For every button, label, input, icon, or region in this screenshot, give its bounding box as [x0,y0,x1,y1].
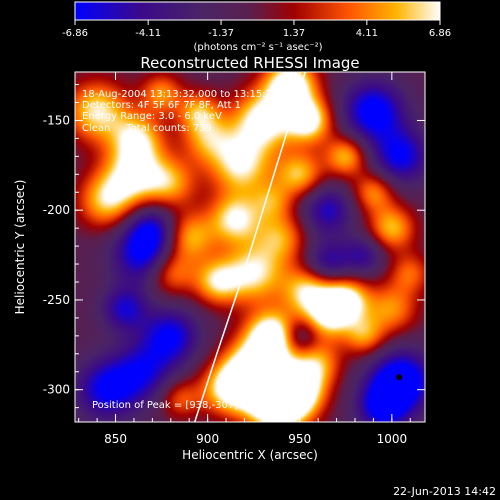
y-axis-label: Heliocentric Y (arcsec) [13,180,27,315]
colorbar-ticks: -6.86 -4.11 -1.37 1.37 4.11 6.86 [62,20,451,39]
annotation-energy: Energy Range: 3.0 - 6.0 keV [82,111,222,122]
colorbar-tick-label: 6.86 [429,28,451,39]
colorbar-tick-label: -4.11 [135,28,161,39]
peak-marker [396,374,403,381]
heatmap-image [75,72,425,422]
y-tick-label: -250 [43,293,70,307]
x-tick-label: 900 [196,432,219,446]
annotation-detectors: Detectors: 4F 5F 6F 7F 8F, Att 1 [82,100,241,111]
annotation-clean: Clean Total counts: 739. [82,123,215,134]
x-axis-label: Heliocentric X (arcsec) [182,448,318,462]
x-tick-label: 850 [104,432,127,446]
chart-title: Reconstructed RHESSI Image [140,54,359,72]
y-tick-label: -200 [43,203,70,217]
y-axis-ticks: -300 -250 -200 -150 [43,84,425,409]
x-axis-ticks: 850 900 950 1000 [78,72,411,446]
plot-frame [74,71,426,423]
x-tick-label: 1000 [377,432,408,446]
annotation-time: 18-Aug-2004 13:13:32.000 to 13:15:20.000 [82,89,301,100]
colorbar-tick-label: 4.11 [356,28,378,39]
colorbar-tick-label: -1.37 [208,28,234,39]
solar-limb-line [193,72,307,422]
colorbar-tick-label: -6.86 [62,28,88,39]
colorbar-tick-label: 1.37 [283,28,305,39]
colorbar [74,1,441,21]
y-tick-label: -150 [43,113,70,127]
colorbar-units: (photons cm⁻² s⁻¹ asec⁻²) [193,42,322,53]
x-tick-label: 950 [288,432,311,446]
footer-timestamp: 22-Jun-2013 14:42 [393,485,496,498]
annotation-peak: Position of Peak = [938,-307] [92,400,238,411]
y-tick-label: -300 [43,383,70,397]
